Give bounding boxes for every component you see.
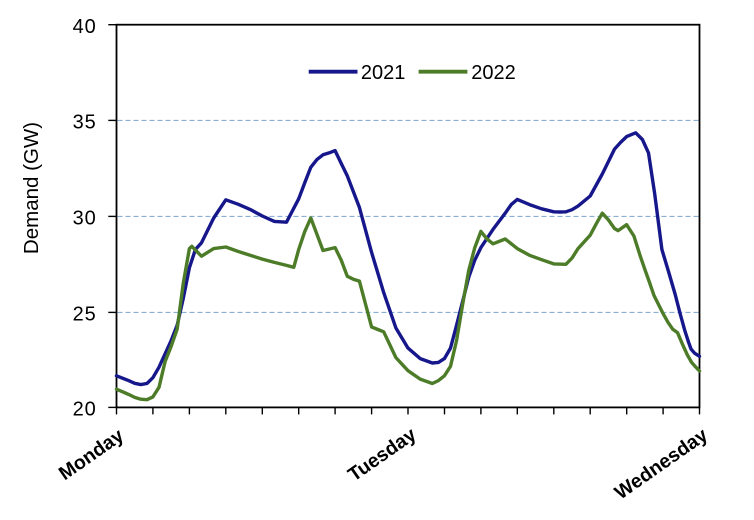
svg-text:25: 25 [73, 304, 97, 326]
svg-text:20: 20 [73, 399, 97, 421]
svg-text:2021: 2021 [361, 62, 406, 84]
svg-text:30: 30 [73, 208, 97, 230]
svg-text:40: 40 [73, 16, 97, 38]
svg-text:2022: 2022 [471, 62, 516, 84]
svg-text:35: 35 [73, 112, 97, 134]
svg-text:Demand (GW): Demand (GW) [20, 122, 43, 254]
